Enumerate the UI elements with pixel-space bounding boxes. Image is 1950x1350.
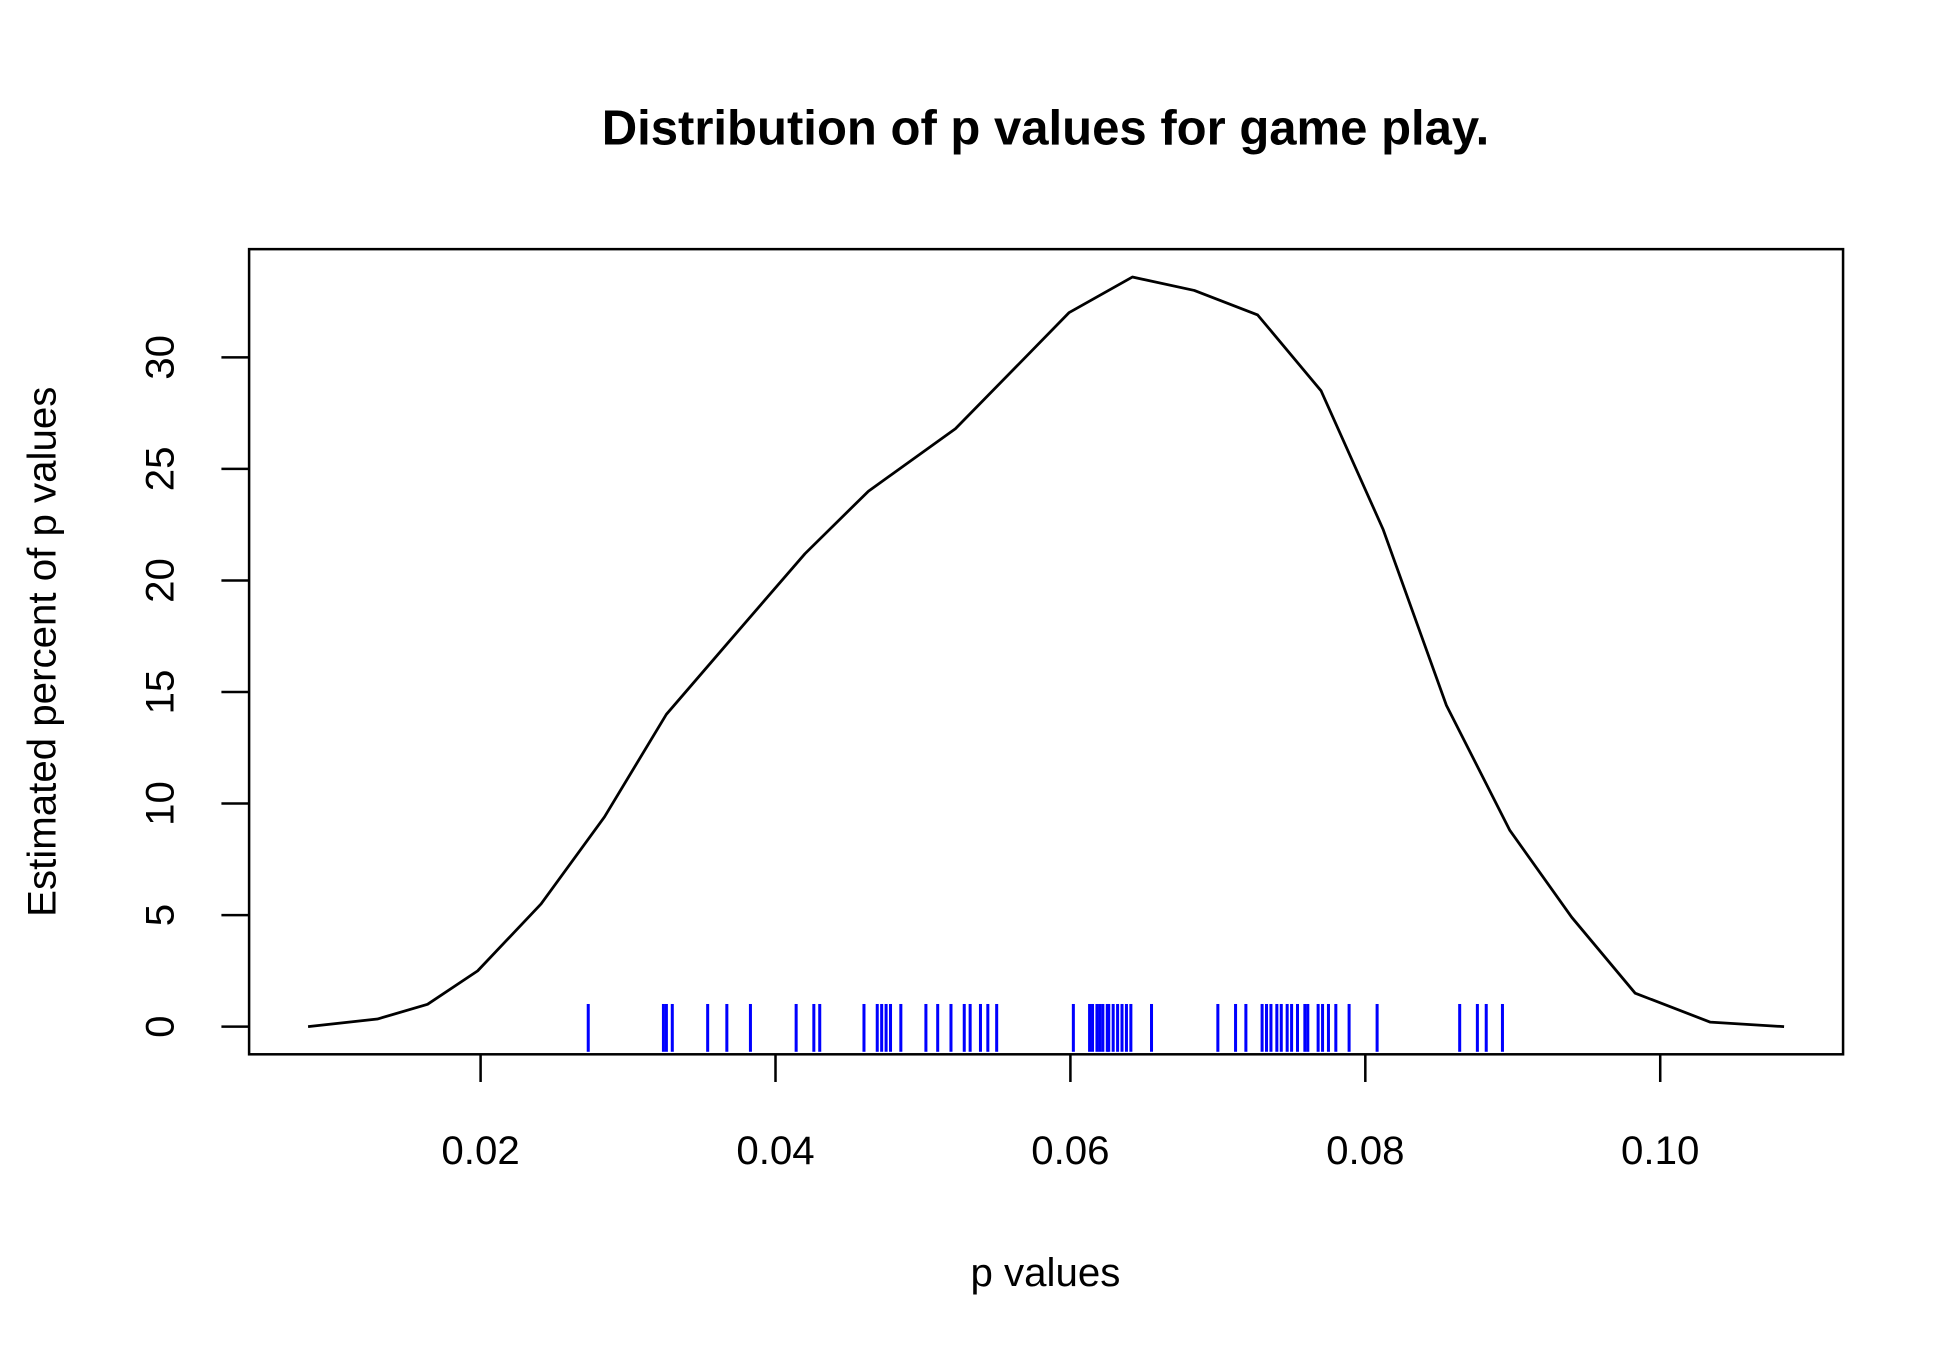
chart-title: Distribution of p values for game play.: [602, 102, 1490, 156]
x-tick-label: 0.10: [1621, 1128, 1699, 1173]
y-axis-label: Estimated percent of p values: [19, 387, 64, 917]
y-tick-label: 10: [138, 781, 183, 826]
y-tick-label: 30: [138, 335, 183, 380]
density-line: [307, 275, 1785, 1029]
x-tick-label: 0.04: [736, 1128, 814, 1173]
y-tick-label: 25: [138, 447, 183, 492]
x-tick-label: 0.06: [1031, 1128, 1109, 1173]
y-tick-label: 0: [138, 1015, 183, 1037]
y-tick-label: 5: [138, 904, 183, 926]
y-tick-label: 15: [138, 670, 183, 715]
x-tick-label: 0.02: [441, 1128, 519, 1173]
x-tick-label: 0.08: [1326, 1128, 1404, 1173]
x-axis-label: p values: [970, 1250, 1120, 1295]
plot-frame: [247, 247, 1845, 1056]
y-tick-label: 20: [138, 558, 183, 603]
